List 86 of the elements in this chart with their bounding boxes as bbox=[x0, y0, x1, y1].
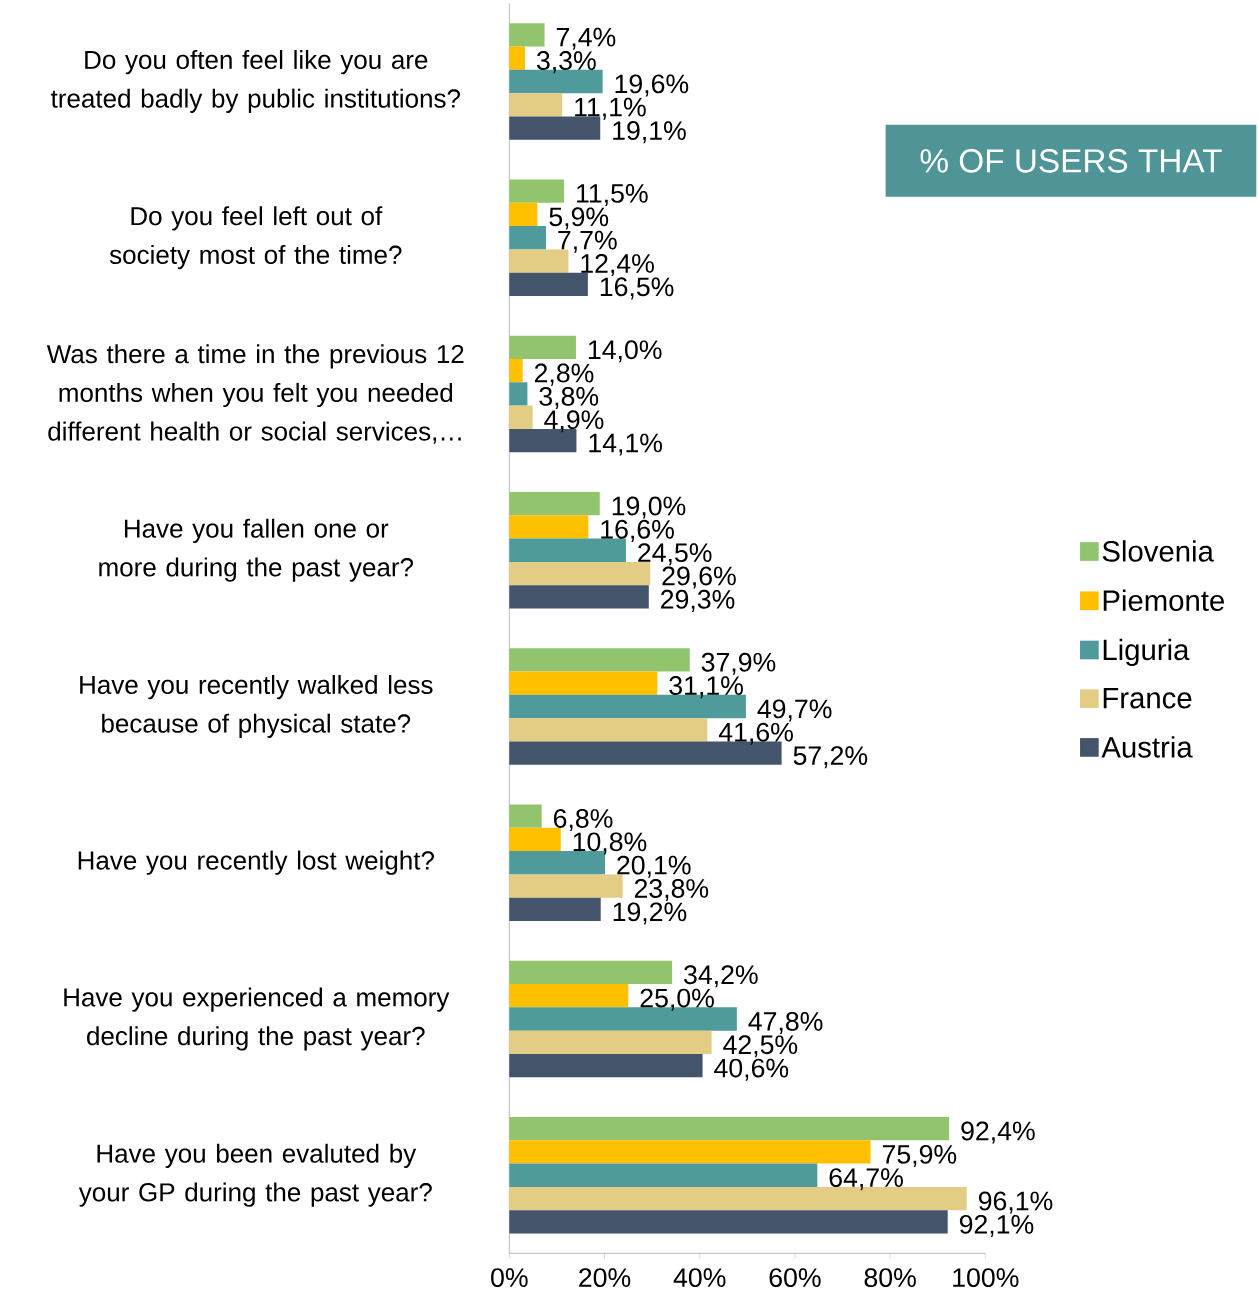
bar bbox=[509, 491, 600, 516]
bar bbox=[509, 93, 563, 117]
data-label: 64,7% bbox=[829, 1168, 903, 1191]
x-tick-label: 20% bbox=[579, 1268, 631, 1288]
data-label: 31,1% bbox=[669, 676, 743, 699]
data-label: 92,1% bbox=[959, 1214, 1034, 1237]
data-label: 29,3% bbox=[661, 589, 735, 612]
legend-label: Liguria bbox=[1103, 638, 1190, 667]
bar bbox=[509, 202, 538, 227]
x-tick-label: 80% bbox=[864, 1268, 916, 1288]
legend-label: Slovenia bbox=[1102, 540, 1214, 562]
y-tick-label: Was there a time in the previous 12 months when you felt you needed different health or social services,… bbox=[46, 344, 464, 444]
data-label: 19,0% bbox=[612, 496, 686, 519]
bar bbox=[509, 983, 629, 1008]
bar bbox=[509, 1053, 703, 1078]
data-label: 37,9% bbox=[701, 652, 776, 675]
y-tick-label: Have you recently walked less because of physical state? bbox=[80, 675, 433, 738]
bar bbox=[509, 1210, 948, 1234]
data-label: 4,9% bbox=[544, 410, 604, 433]
data-label: 3,8% bbox=[539, 386, 599, 409]
data-label: 40,6% bbox=[714, 1058, 789, 1081]
data-label: 75,9% bbox=[882, 1144, 957, 1167]
bar bbox=[509, 23, 545, 47]
data-label: 24,5% bbox=[638, 543, 712, 566]
data-label: 11,5% bbox=[577, 184, 648, 206]
y-tick-label: Have you fallen one or more during the past year? bbox=[99, 518, 414, 582]
data-label: 92,4% bbox=[961, 1121, 1035, 1144]
legend-label: Austria bbox=[1101, 736, 1193, 758]
bar bbox=[509, 804, 542, 828]
bar bbox=[509, 335, 576, 359]
data-label: 12,4% bbox=[581, 254, 654, 277]
data-label: 6,8% bbox=[553, 809, 613, 832]
x-tick-label: 40% bbox=[673, 1268, 726, 1288]
y-tick-label: Do you often feel like you are treated badly by public institutions? bbox=[50, 50, 460, 113]
bar bbox=[509, 1140, 871, 1164]
y-tick-label: Do you feel left out of society most of the time? bbox=[109, 206, 402, 270]
bar bbox=[509, 648, 690, 672]
data-label: 11,1% bbox=[575, 97, 646, 120]
data-label: 25,0% bbox=[640, 988, 714, 1011]
data-label: 34,2% bbox=[684, 965, 758, 988]
x-tick-label: 0% bbox=[491, 1268, 528, 1288]
bar bbox=[509, 1030, 712, 1054]
x-tick-label: 60% bbox=[769, 1268, 821, 1288]
data-label: 49,7% bbox=[757, 699, 832, 722]
legend-label: France bbox=[1103, 687, 1192, 709]
data-label: 10,8% bbox=[573, 832, 647, 855]
bar bbox=[509, 585, 649, 609]
bar bbox=[509, 405, 533, 429]
bar bbox=[509, 960, 673, 984]
x-tick-label: 100% bbox=[953, 1268, 1019, 1288]
data-label: 19,1% bbox=[613, 121, 686, 144]
data-label: 47,8% bbox=[748, 1011, 823, 1034]
bar bbox=[509, 718, 708, 742]
data-label: 3,3% bbox=[536, 51, 596, 74]
legend-label: Piemonte bbox=[1103, 589, 1224, 611]
bar bbox=[509, 897, 601, 922]
bar bbox=[509, 671, 658, 695]
text: % OF USERS THAT bbox=[920, 149, 1222, 173]
data-label: 5,9% bbox=[549, 207, 609, 230]
bar bbox=[509, 382, 528, 406]
data-label: 7,4% bbox=[556, 27, 616, 50]
bar bbox=[509, 226, 546, 250]
y-tick-label: Have you been evaluted by your GP during the past year? bbox=[78, 1143, 432, 1207]
bar bbox=[509, 515, 589, 539]
data-label: 42,5% bbox=[723, 1035, 798, 1058]
data-label: 7,7% bbox=[558, 230, 617, 253]
data-label: 16,6% bbox=[601, 519, 674, 542]
bar bbox=[509, 179, 565, 203]
y-tick-label: Have you experienced a memory decline during the past year? bbox=[64, 987, 450, 1051]
y-tick-label: Have you recently lost weight? bbox=[78, 850, 434, 875]
bar bbox=[509, 358, 523, 383]
bar bbox=[509, 1116, 950, 1141]
data-label: 16,5% bbox=[600, 277, 674, 300]
data-label: 96,1% bbox=[978, 1191, 1053, 1214]
data-label: 23,8% bbox=[634, 879, 709, 902]
data-label: 19,2% bbox=[613, 902, 687, 925]
data-label: 19,6% bbox=[615, 74, 689, 97]
bar bbox=[509, 1163, 818, 1187]
bar bbox=[509, 46, 526, 70]
data-label: 20,1% bbox=[617, 855, 691, 878]
data-label: 14,1% bbox=[589, 433, 663, 456]
data-label: 2,8% bbox=[534, 363, 594, 386]
data-label: 57,2% bbox=[793, 746, 868, 769]
data-label: 41,6% bbox=[718, 722, 793, 745]
data-label: 29,6% bbox=[662, 566, 736, 589]
data-label: 14,0% bbox=[588, 340, 662, 363]
